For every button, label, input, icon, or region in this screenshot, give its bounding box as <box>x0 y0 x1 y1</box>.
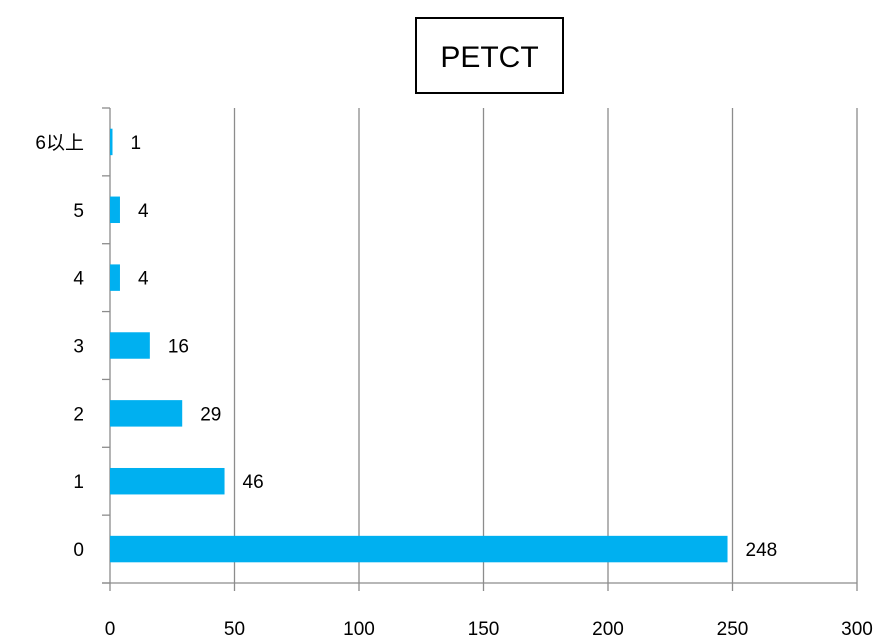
y-tick-label: 4 <box>73 269 84 290</box>
bar <box>110 332 150 359</box>
x-tick-label: 200 <box>592 619 624 639</box>
chart-title-text: PETCT <box>440 41 538 74</box>
x-tick-label: 150 <box>468 619 500 639</box>
data-label: 16 <box>168 337 189 358</box>
gridlines <box>233 108 858 583</box>
y-tick-label: 0 <box>73 540 84 561</box>
bar <box>110 264 120 291</box>
axes <box>102 107 858 591</box>
y-tick-labels: 0 1 2 3 4 5 6以上 <box>35 132 84 561</box>
data-label: 248 <box>746 540 778 561</box>
data-label: 4 <box>138 269 149 290</box>
data-label: 1 <box>130 133 141 154</box>
bar <box>110 128 113 156</box>
bars <box>110 128 728 563</box>
bar <box>110 400 183 427</box>
data-label: 29 <box>200 404 221 425</box>
y-tick-label: 5 <box>73 201 84 222</box>
y-tick-label: 6以上 <box>35 132 84 154</box>
x-tick-labels: 0 50 100 150 200 250 300 <box>105 619 873 639</box>
bar <box>110 535 728 563</box>
bar <box>110 196 120 224</box>
x-tick-label: 300 <box>841 619 873 639</box>
chart-title: PETCT <box>415 17 564 94</box>
y-tick-label: 1 <box>73 472 84 493</box>
y-tick-label: 2 <box>73 404 84 425</box>
x-tick-label: 50 <box>224 619 245 639</box>
x-tick-label: 100 <box>343 619 375 639</box>
data-label: 46 <box>243 472 264 493</box>
y-tick-label: 3 <box>73 337 84 358</box>
data-label: 4 <box>138 201 149 222</box>
x-tick-label: 250 <box>717 619 749 639</box>
x-tick-label: 0 <box>105 619 116 639</box>
data-labels: 248 46 29 16 4 4 1 <box>130 133 777 561</box>
chart-title-box <box>415 17 564 94</box>
bar <box>110 467 225 495</box>
